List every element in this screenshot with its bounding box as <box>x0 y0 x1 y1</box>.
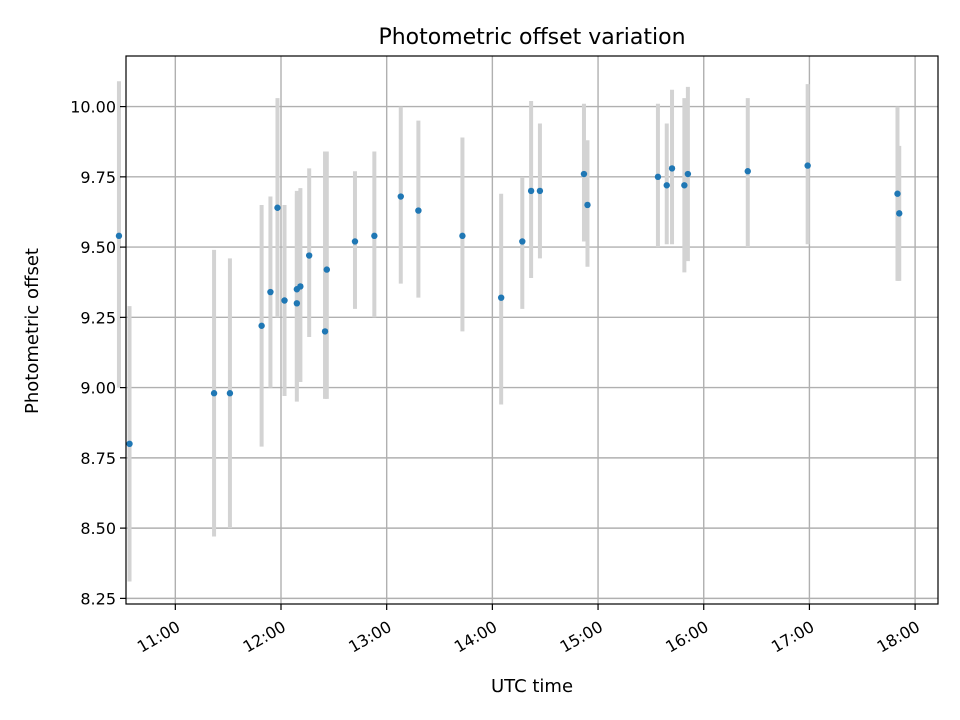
data-point <box>894 190 901 197</box>
data-point <box>297 283 304 290</box>
data-point <box>668 165 676 172</box>
data-point <box>536 187 544 195</box>
axis-ticks: 11:00 12:00 13:00 14:00 15:00 16:00 17:00 18:00… <box>70 98 923 657</box>
data-point <box>210 390 218 397</box>
error-bars <box>116 81 902 582</box>
data-point <box>293 300 301 307</box>
y-tick-label: 8.75 <box>80 449 116 468</box>
data-point <box>681 182 688 189</box>
x-tick-label: 15:00 <box>557 617 606 657</box>
data-point <box>654 173 662 181</box>
y-tick-label: 9.50 <box>80 238 116 257</box>
data-points <box>115 162 903 448</box>
x-axis-label: UTC time <box>491 676 573 697</box>
y-tick-label: 8.25 <box>80 589 116 608</box>
y-tick-label: 9.75 <box>80 168 116 187</box>
data-point <box>584 201 591 209</box>
x-tick-label: 14:00 <box>451 617 500 657</box>
data-point <box>804 162 811 169</box>
x-tick-label: 12:00 <box>240 617 289 657</box>
data-point <box>115 232 123 240</box>
data-point <box>397 193 404 200</box>
data-point <box>684 170 692 178</box>
y-tick-label: 10.00 <box>70 98 116 117</box>
data-point <box>321 328 329 335</box>
data-point <box>580 170 588 178</box>
data-point <box>305 252 313 259</box>
data-point <box>459 232 466 240</box>
y-tick-label: 8.50 <box>80 519 116 538</box>
y-tick-label: 9.00 <box>80 379 116 398</box>
y-tick-label: 9.25 <box>80 308 116 327</box>
x-tick-label: 16:00 <box>662 617 711 657</box>
data-point <box>258 322 265 329</box>
data-point <box>744 168 751 175</box>
data-point <box>896 210 903 217</box>
plot-frame <box>125 55 939 605</box>
data-point <box>351 238 359 245</box>
data-point <box>497 294 505 301</box>
data-point <box>663 182 670 189</box>
data-point <box>415 207 422 214</box>
data-point <box>267 288 274 296</box>
x-tick-label: 18:00 <box>874 617 923 657</box>
x-tick-label: 11:00 <box>134 617 183 657</box>
y-axis-label: Photometric offset <box>22 248 43 414</box>
data-point <box>519 238 526 245</box>
data-point <box>323 266 330 273</box>
data-point <box>281 297 288 304</box>
data-point <box>274 204 281 211</box>
x-tick-label: 17:00 <box>768 617 817 657</box>
data-point <box>126 440 133 448</box>
x-tick-label: 13:00 <box>345 617 394 657</box>
data-point <box>226 390 234 397</box>
data-point <box>527 187 535 195</box>
data-point <box>371 232 378 240</box>
chart-title: Photometric offset variation <box>378 25 685 50</box>
